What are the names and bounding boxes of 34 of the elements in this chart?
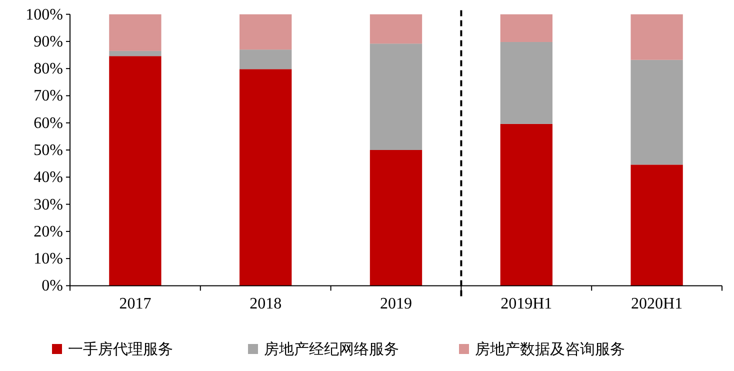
y-tick-label: 100% (26, 6, 63, 24)
bar (240, 69, 292, 286)
x-tick-label: 2018 (250, 296, 282, 313)
y-tick-label: 70% (34, 88, 63, 105)
y-tick-label: 30% (34, 196, 63, 214)
bar (370, 14, 422, 44)
legend-label: 房地产经纪网络服务 (264, 341, 399, 358)
y-tick-label: 20% (34, 223, 63, 240)
bar (240, 50, 292, 70)
x-tick-label: 2017 (119, 296, 152, 313)
y-tick-label: 80% (34, 60, 63, 78)
legend-label: 一手房代理服务 (68, 341, 173, 358)
y-tick-label: 60% (34, 114, 63, 132)
bar (370, 150, 422, 286)
bar (109, 56, 162, 286)
bar (630, 14, 683, 60)
y-tick-label: 40% (34, 169, 63, 186)
x-tick-label: 2019 (380, 296, 412, 313)
y-tick-label: 10% (34, 250, 63, 268)
y-tick-label: 50% (34, 142, 63, 159)
y-tick-label: 90% (34, 33, 63, 50)
bar (500, 124, 552, 286)
bar (370, 44, 422, 150)
bar (500, 42, 552, 124)
x-tick-label: 2020H1 (631, 296, 683, 313)
y-tick-label: 0% (42, 278, 63, 295)
bar (109, 14, 162, 51)
x-tick-label: 2019H1 (500, 296, 552, 313)
legend-label: 房地产数据及咨询服务 (475, 341, 625, 358)
bar (630, 164, 683, 286)
bar (630, 60, 683, 165)
bar (500, 14, 552, 42)
bar (109, 50, 162, 56)
bar (240, 14, 292, 50)
